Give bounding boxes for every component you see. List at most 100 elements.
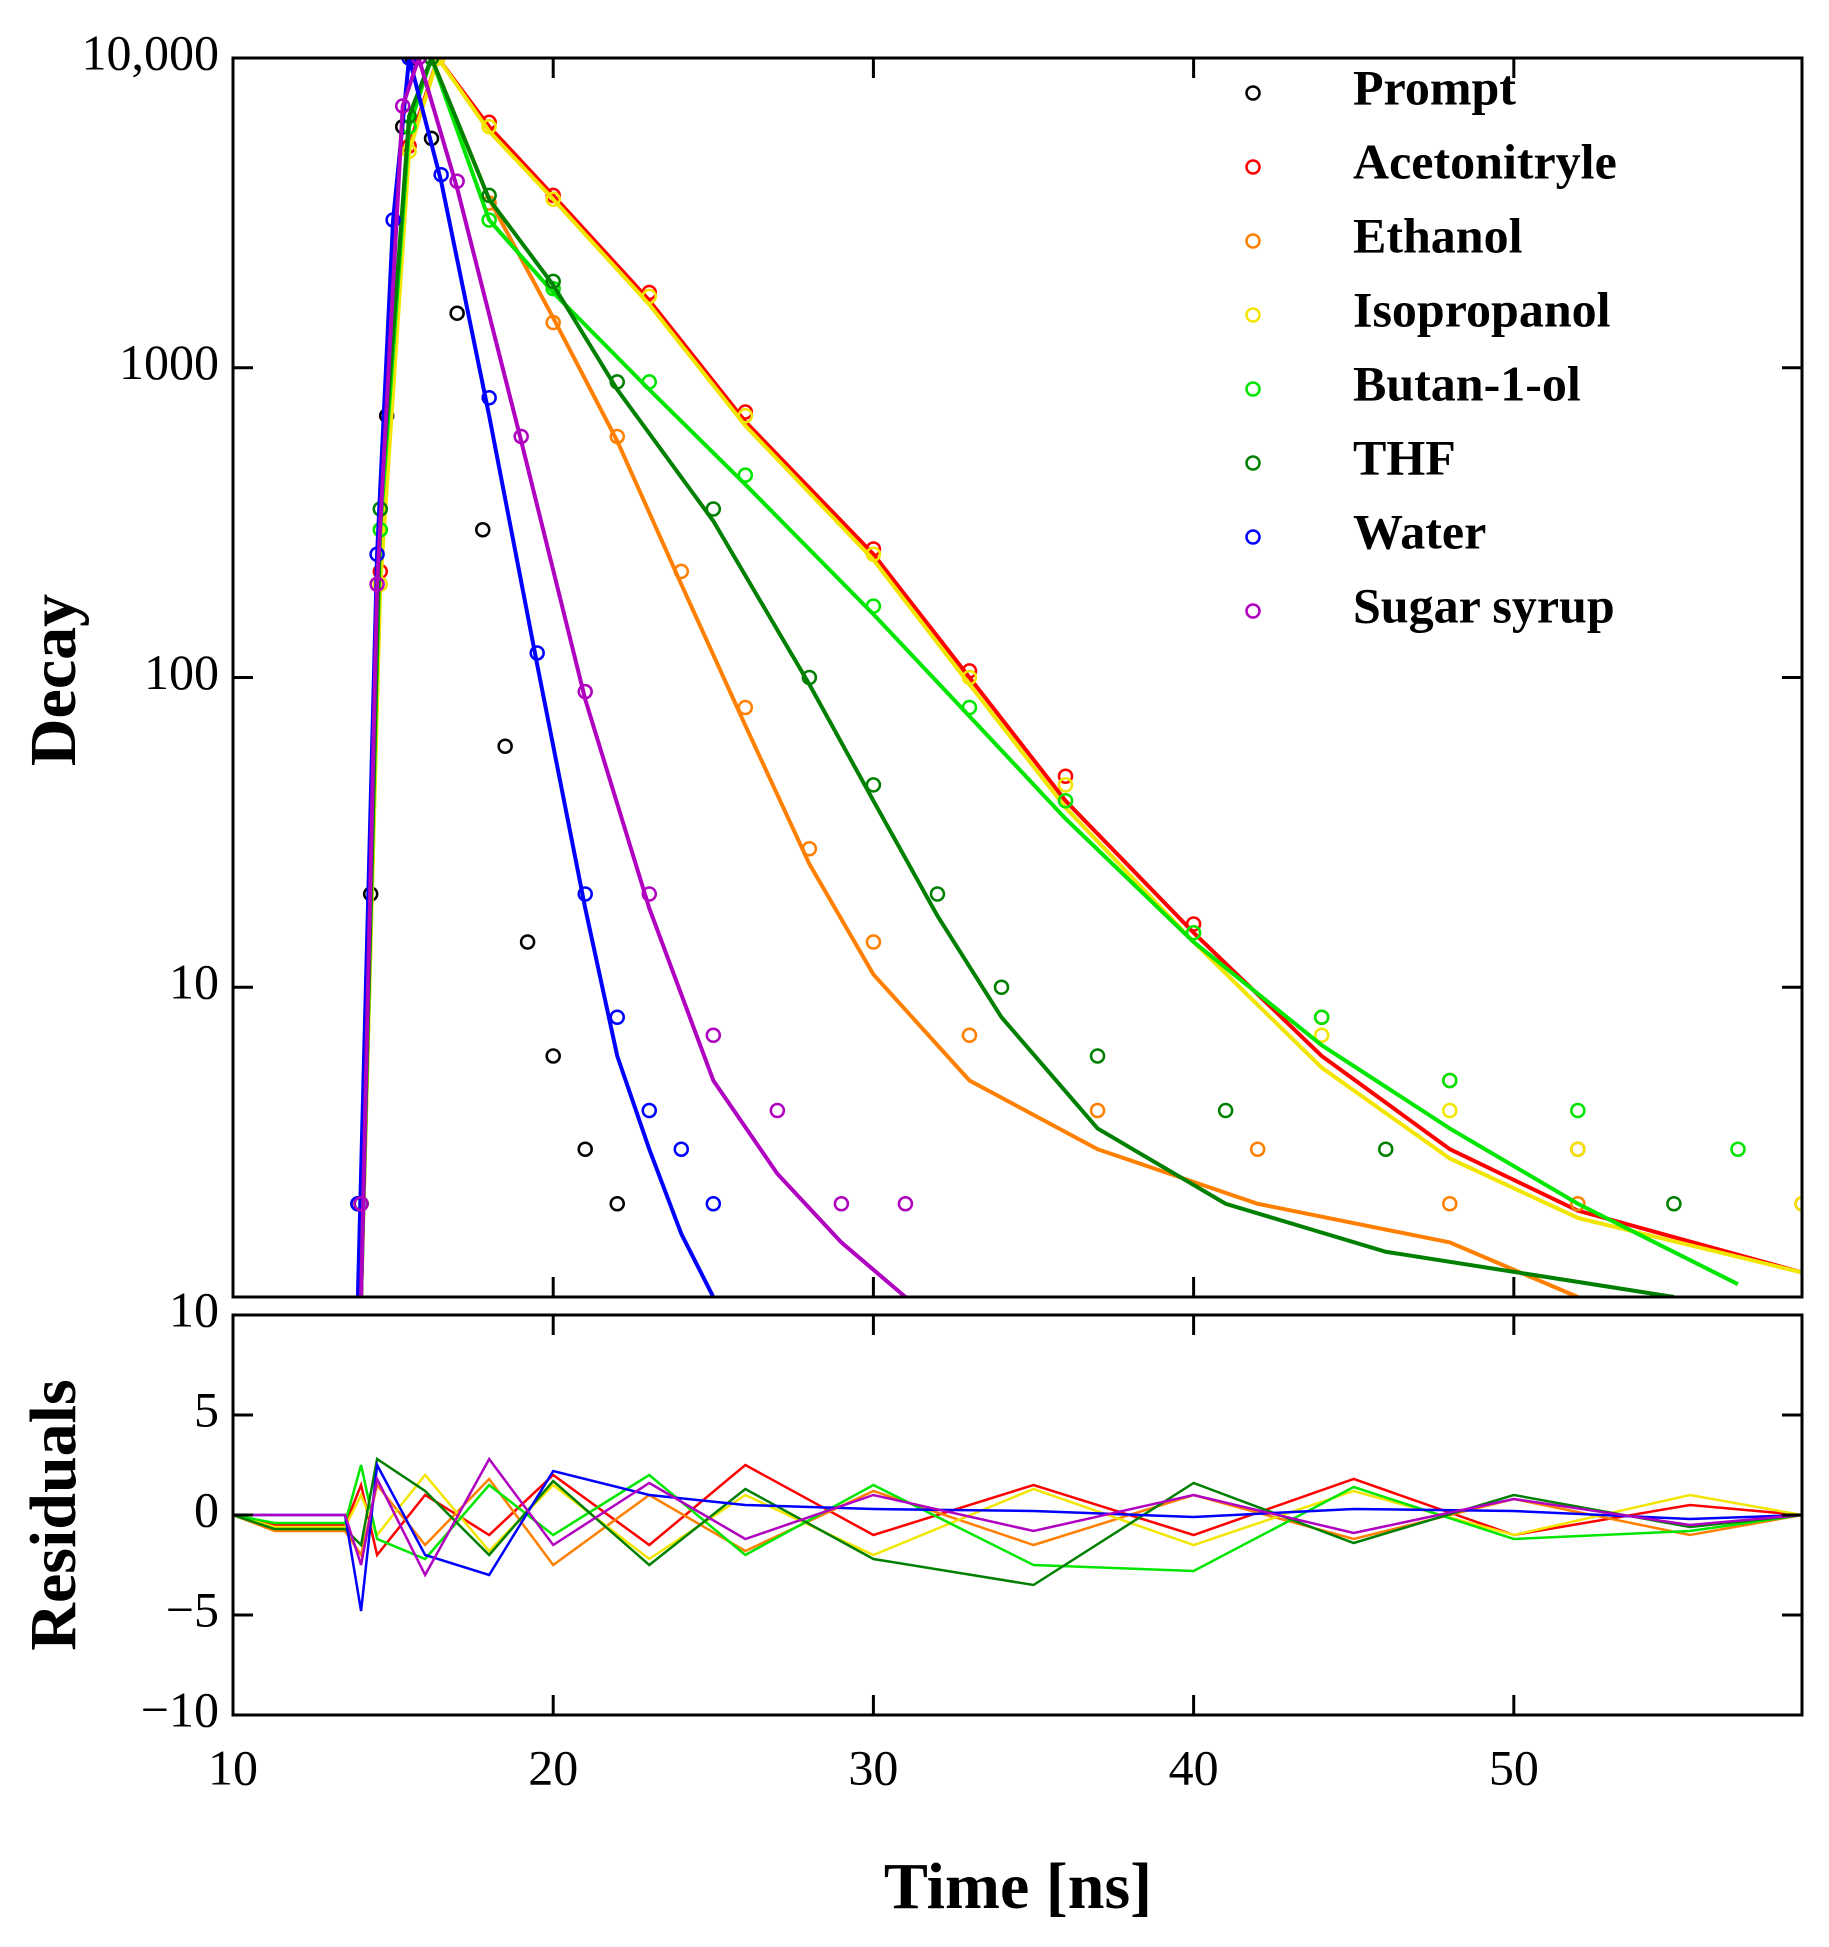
legend-marker — [1245, 455, 1261, 471]
data-point — [545, 191, 561, 207]
x-tick-label: 10 — [208, 1739, 258, 1795]
data-point — [865, 541, 882, 557]
data-point — [1794, 1196, 1802, 1212]
data-point — [1089, 1048, 1106, 1064]
data-point — [1249, 1141, 1266, 1157]
residual-line — [233, 1463, 1802, 1558]
data-point — [737, 699, 754, 716]
legend-marker — [1245, 159, 1261, 175]
legend-label: Ethanol — [1353, 207, 1523, 263]
data-point — [961, 663, 978, 679]
data-point — [497, 738, 513, 754]
data-point — [641, 886, 658, 902]
data-point — [865, 546, 882, 562]
data-point — [833, 1196, 850, 1212]
legend-marker — [1245, 85, 1261, 101]
data-point — [1570, 1141, 1586, 1157]
fit-line — [359, 58, 1802, 1297]
data-point — [449, 173, 465, 190]
y-tick-label: −5 — [166, 1581, 219, 1637]
data-point — [1057, 768, 1074, 784]
y-tick-label: −10 — [141, 1681, 219, 1737]
data-point — [481, 390, 497, 406]
x-tick-label: 40 — [1169, 1739, 1219, 1795]
data-point — [475, 521, 491, 538]
legend-label: Sugar syrup — [1353, 577, 1615, 633]
data-point — [1377, 1141, 1394, 1157]
data-point — [865, 934, 882, 950]
legend-label: Isopropanol — [1353, 281, 1611, 337]
residual-line — [233, 1464, 1802, 1573]
data-point — [481, 118, 497, 135]
data-point — [961, 699, 978, 716]
y-tick-label: 10 — [169, 1281, 219, 1337]
data-point — [801, 840, 818, 857]
y-axis-title: Decay — [17, 594, 90, 766]
x-axis-title: Time [ns] — [884, 1850, 1152, 1923]
data-point — [737, 407, 754, 424]
data-point — [1442, 1102, 1458, 1119]
data-point — [609, 374, 625, 390]
x-tick-label: 20 — [528, 1739, 578, 1795]
data-point — [545, 314, 561, 331]
data-point — [801, 669, 818, 686]
data-point — [513, 428, 529, 445]
data-point — [673, 563, 690, 580]
data-point — [961, 669, 978, 686]
residual-line — [233, 1456, 1802, 1578]
data-point — [577, 1141, 593, 1157]
data-point — [353, 1196, 369, 1212]
data-point — [769, 1102, 786, 1119]
data-point — [1057, 777, 1074, 793]
residual-line — [233, 1473, 1802, 1561]
data-point — [430, 58, 446, 66]
data-point — [865, 598, 882, 614]
data-point — [369, 576, 385, 593]
legend-marker — [1245, 529, 1261, 545]
y-axis-title: Residuals — [17, 1379, 90, 1650]
data-point — [449, 305, 465, 321]
data-point — [1570, 1102, 1586, 1119]
x-tick-label: 30 — [848, 1739, 898, 1795]
data-point — [865, 777, 882, 793]
data-point — [394, 98, 411, 114]
data-point — [529, 645, 545, 661]
data-point — [401, 58, 417, 66]
fit-line — [359, 58, 1675, 1297]
data-point — [705, 1196, 722, 1212]
data-point — [1185, 916, 1202, 932]
legend-label: Butan-1-ol — [1353, 355, 1581, 411]
y-tick-label: 10 — [169, 954, 219, 1010]
fit-line — [359, 58, 907, 1297]
data-point — [1313, 1027, 1330, 1043]
data-point — [423, 58, 440, 66]
legend-marker — [1245, 603, 1261, 619]
data-point — [481, 187, 497, 204]
data-point — [1057, 793, 1074, 809]
y-tick-label: 10,000 — [82, 24, 220, 80]
legend-label: Acetonitryle — [1353, 133, 1617, 189]
data-point — [641, 288, 658, 305]
data-point — [577, 886, 593, 902]
residual-line — [233, 1460, 1802, 1612]
data-point — [641, 374, 658, 390]
data-point — [609, 428, 625, 445]
data-point — [1730, 1141, 1746, 1157]
data-point — [609, 1009, 625, 1026]
data-point — [1089, 1102, 1106, 1119]
data-point — [705, 1027, 722, 1043]
data-point — [433, 166, 449, 183]
x-tick-label: 50 — [1489, 1739, 1539, 1795]
data-point — [897, 1196, 914, 1212]
legend-marker — [1245, 307, 1261, 323]
data-point — [545, 273, 561, 290]
data-point — [577, 683, 593, 700]
legend-label: THF — [1353, 429, 1456, 485]
legend-label: Prompt — [1353, 59, 1516, 115]
data-point — [737, 467, 754, 483]
data-point — [929, 886, 946, 902]
legend-marker — [1245, 233, 1261, 249]
data-point — [410, 58, 427, 66]
